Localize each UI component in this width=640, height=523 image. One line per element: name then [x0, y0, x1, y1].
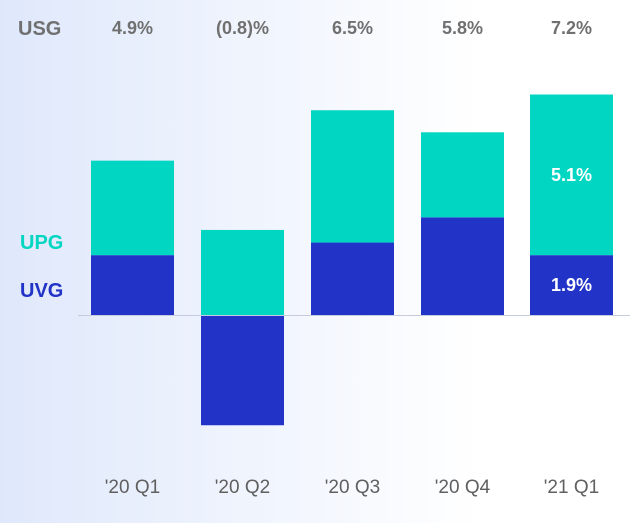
bar-upg [421, 132, 504, 218]
bar-upg [201, 229, 284, 315]
x-tick-label: '20 Q2 [215, 477, 270, 498]
data-label: 5.1% [551, 165, 592, 185]
bar-upg [311, 110, 394, 243]
bar-uvg [91, 255, 174, 315]
usg-label: USG [18, 18, 61, 40]
usg-value: (0.8)% [216, 18, 269, 38]
bar-upg [91, 160, 174, 256]
legend-uvg: UVG [20, 280, 63, 302]
x-tick-label: '20 Q3 [325, 477, 380, 498]
usg-value: 5.8% [442, 18, 483, 38]
data-label: 1.9% [551, 275, 592, 295]
bar-upg [530, 94, 613, 256]
x-tick-label: '21 Q1 [544, 477, 599, 498]
bar-uvg [530, 255, 613, 315]
x-tick-label: '20 Q1 [105, 477, 160, 498]
legend-upg: UPG [20, 232, 63, 254]
x-tick-label: '20 Q4 [435, 477, 491, 498]
bar-uvg [201, 315, 284, 426]
bar-uvg [421, 217, 504, 315]
usg-value: 7.2% [551, 18, 592, 38]
usg-value: 4.9% [112, 18, 153, 38]
usg-value: 6.5% [332, 18, 373, 38]
bar-uvg [311, 242, 394, 315]
